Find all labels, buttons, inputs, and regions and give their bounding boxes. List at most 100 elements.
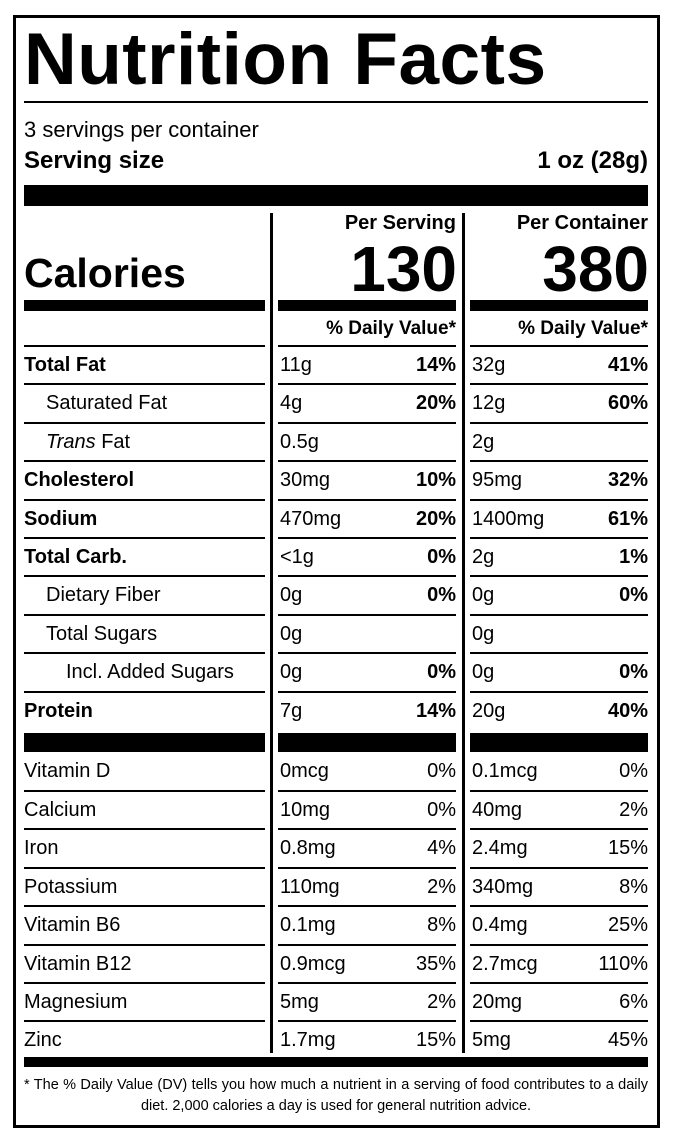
container-cell: 40mg 2% [470,789,648,828]
serving-amount: 11g [280,354,312,376]
nutrient-name: Calcium [24,798,97,821]
nutrient-name-cell: Calcium [24,789,265,828]
nutrient-name: Cholesterol [24,469,135,492]
serving-cell: 110mg 2% [278,866,456,905]
container-amount: 5mg [472,1029,511,1052]
per-container-header: Per Container [516,212,648,234]
nutrient-name-cell: Total Carb. [24,537,265,575]
serving-amount: 0mcg [280,759,329,782]
serving-daily-value: 35% [415,952,456,975]
nutrient-name: Sodium [24,507,98,530]
container-daily-value: 32% [607,469,648,492]
calories-per-container: 380 [542,233,649,305]
nutrient-name-cell: Incl. Added Sugars [24,652,265,690]
serving-amount: 0g [280,622,303,645]
thick-divider [470,300,648,311]
nutrient-name: Vitamin B6 [24,914,121,937]
nutrient-name: Saturated Fat [46,392,168,415]
nutrient-name-cell: Vitamin B6 [24,905,265,943]
servings-per-container: 3 servings per container [24,117,259,142]
serving-cell: 11g 14% [278,345,456,383]
serving-daily-value: 20% [415,507,456,530]
serving-amount: 0.5g [280,430,319,453]
serving-amount: 7g [280,699,303,722]
serving-size-value: 1 oz (28g) [537,147,648,174]
container-cell: 20g 40% [470,690,648,729]
container-amount: 0g [472,661,495,684]
serving-amount: 10mg [280,798,331,821]
nutrient-name-cell: Cholesterol [24,460,265,498]
container-amount: 12g [472,392,506,415]
serving-daily-value: 2% [427,990,456,1013]
nutrient-name: Vitamin D [24,759,111,782]
container-cell: 0.1mcg 0% [470,752,648,790]
serving-daily-value: 0% [427,759,456,782]
nutrient-name: Total Carb. [24,546,127,568]
nutrient-name-cell: Zinc [24,1020,265,1058]
serving-amount: <1g [280,546,314,568]
nutrient-name-cell: Potassium [24,866,265,905]
nutrient-name: Vitamin B12 [24,952,132,975]
nutrient-name-cell: Magnesium [24,981,265,1020]
serving-cell: 470mg 20% [278,498,456,537]
container-daily-value: 1% [619,546,648,568]
nutrient-name-cell: Total Sugars [24,613,265,652]
nutrient-name: Trans Fat [24,431,130,453]
nutrient-name-italic: Trans [46,430,96,453]
container-amount: 0g [472,584,495,607]
container-cell: 340mg 8% [470,866,648,905]
nutrient-name: Zinc [24,1029,62,1052]
per-serving-header: Per Serving [344,212,456,234]
serving-cell: 5mg 2% [278,981,456,1020]
container-cell: 0g 0% [470,575,648,613]
serving-amount: 5mg [280,990,319,1013]
container-daily-value: 15% [607,837,648,860]
nutrient-name: Protein [24,699,93,722]
footnote: * The % Daily Value (DV) tells you how m… [24,1077,648,1114]
column-divider [270,213,273,1053]
nutrient-name-cell: Total Fat [24,345,265,383]
serving-amount: 30mg [280,469,331,492]
nutrient-name: Iron [24,837,59,860]
nutrient-name-cell: Iron [24,828,265,866]
serving-daily-value: 8% [427,914,456,937]
thick-divider [24,733,265,752]
container-amount: 340mg [472,875,534,898]
container-daily-value: 0% [619,584,648,607]
container-cell: 2g 1% [470,537,648,575]
nutrient-name-cell: Dietary Fiber [24,575,265,613]
serving-cell: 0.5g [278,421,456,460]
serving-cell: 30mg 10% [278,460,456,498]
nutrient-name-cell: Protein [24,690,265,729]
container-daily-value: 45% [607,1029,648,1052]
serving-cell: 0.9mcg 35% [278,943,456,982]
container-amount: 0g [472,622,495,645]
serving-cell: 0g [278,613,456,652]
container-amount: 20g [472,699,506,722]
container-amount: 2.4mg [472,837,528,860]
container-daily-value: 25% [607,914,648,937]
nutrient-name: Magnesium [24,990,128,1013]
serving-cell: 0mcg 0% [278,752,456,790]
container-cell: 5mg 45% [470,1020,648,1058]
serving-amount: 110mg [280,875,340,898]
serving-cell: 0.8mg 4% [278,828,456,866]
calories-per-serving: 130 [350,233,457,305]
container-cell: 20mg 6% [470,981,648,1020]
thick-divider [278,733,456,752]
container-daily-value: 2% [619,798,648,821]
serving-amount: 1.7mg [280,1029,336,1052]
container-cell: 2g [470,421,648,460]
divider [24,101,648,103]
serving-daily-value: 2% [427,875,456,898]
container-daily-value: 110% [598,952,648,975]
container-daily-value: 0% [619,661,648,684]
serving-cell: 0.1mg 8% [278,905,456,943]
container-cell: 1400mg 61% [470,498,648,537]
thick-divider [24,300,265,311]
container-daily-value: 40% [607,699,648,722]
column-divider [462,213,465,1053]
serving-amount: 0.8mg [280,837,336,860]
calories-label: Calories [24,250,186,296]
container-cell: 0.4mg 25% [470,905,648,943]
